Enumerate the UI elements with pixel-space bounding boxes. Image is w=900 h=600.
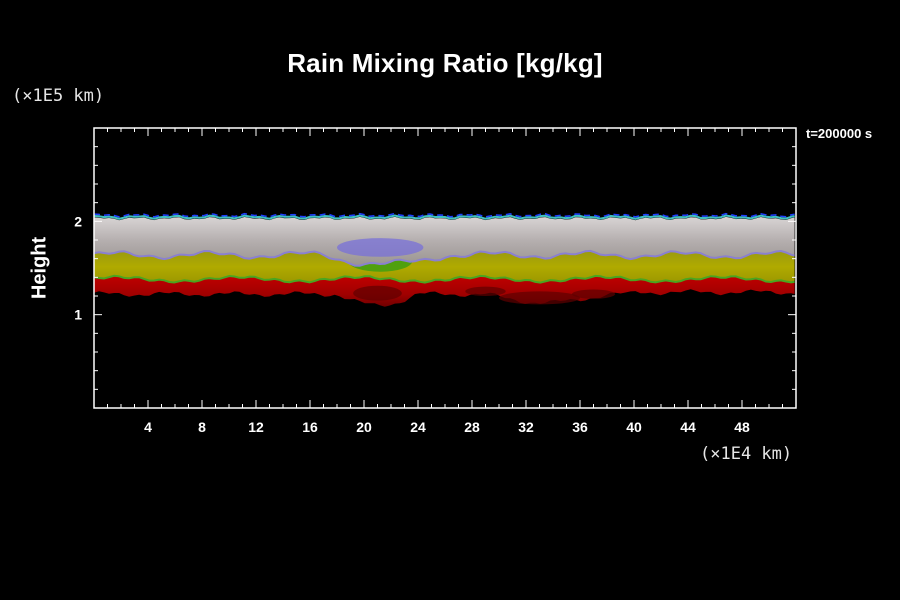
purple-plume (337, 238, 424, 257)
y-tick-label: 2 (74, 213, 82, 229)
time-label: t=200000 s (806, 126, 873, 141)
x-axis-unit: (×1E4 km) (700, 444, 793, 464)
y-axis-unit: (×1E5 km) (12, 86, 105, 106)
x-tick-label: 16 (302, 419, 318, 435)
y-tick-label: 1 (74, 307, 82, 323)
dark-red-patch (465, 286, 506, 297)
dark-red-patch (571, 289, 616, 299)
x-tick-label: 44 (680, 419, 696, 435)
dark-red-patch (353, 285, 402, 301)
x-tick-label: 32 (518, 419, 534, 435)
dark-red-patch (499, 291, 580, 305)
purple-edge (94, 249, 795, 267)
red-band (94, 275, 795, 307)
x-tick-label: 20 (356, 419, 372, 435)
x-tick-label: 36 (572, 419, 588, 435)
x-tick-label: 28 (464, 419, 480, 435)
x-tick-label: 12 (248, 419, 264, 435)
x-tick-label: 48 (734, 419, 750, 435)
x-tick-label: 8 (198, 419, 206, 435)
x-tick-label: 24 (410, 419, 426, 435)
white-band (94, 216, 795, 266)
green-edge (94, 274, 795, 284)
yellow-band (94, 250, 795, 283)
chart-title: Rain Mixing Ratio [kg/kg] (287, 48, 603, 78)
x-tick-label: 40 (626, 419, 642, 435)
cyan-edge (94, 214, 795, 220)
x-tick-label: 4 (144, 419, 152, 435)
